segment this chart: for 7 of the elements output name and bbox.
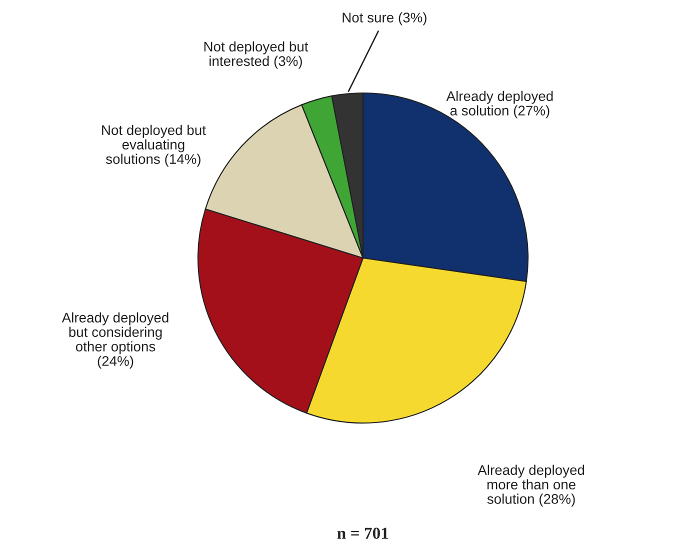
slice-label: Already deployed a solution (27%) bbox=[446, 90, 553, 118]
slice-label: Already deployed but considering other options (24%) bbox=[62, 312, 168, 369]
slice-label: Not deployed but interested (3%) bbox=[204, 41, 308, 69]
slice-label: Already deployed more than one solution (28%) bbox=[478, 464, 584, 507]
text: n = 701 bbox=[337, 528, 388, 539]
slice-label: Not sure (3%) bbox=[342, 12, 426, 26]
slice-label: Not deployed but evaluating solutions (14%) bbox=[102, 124, 206, 167]
